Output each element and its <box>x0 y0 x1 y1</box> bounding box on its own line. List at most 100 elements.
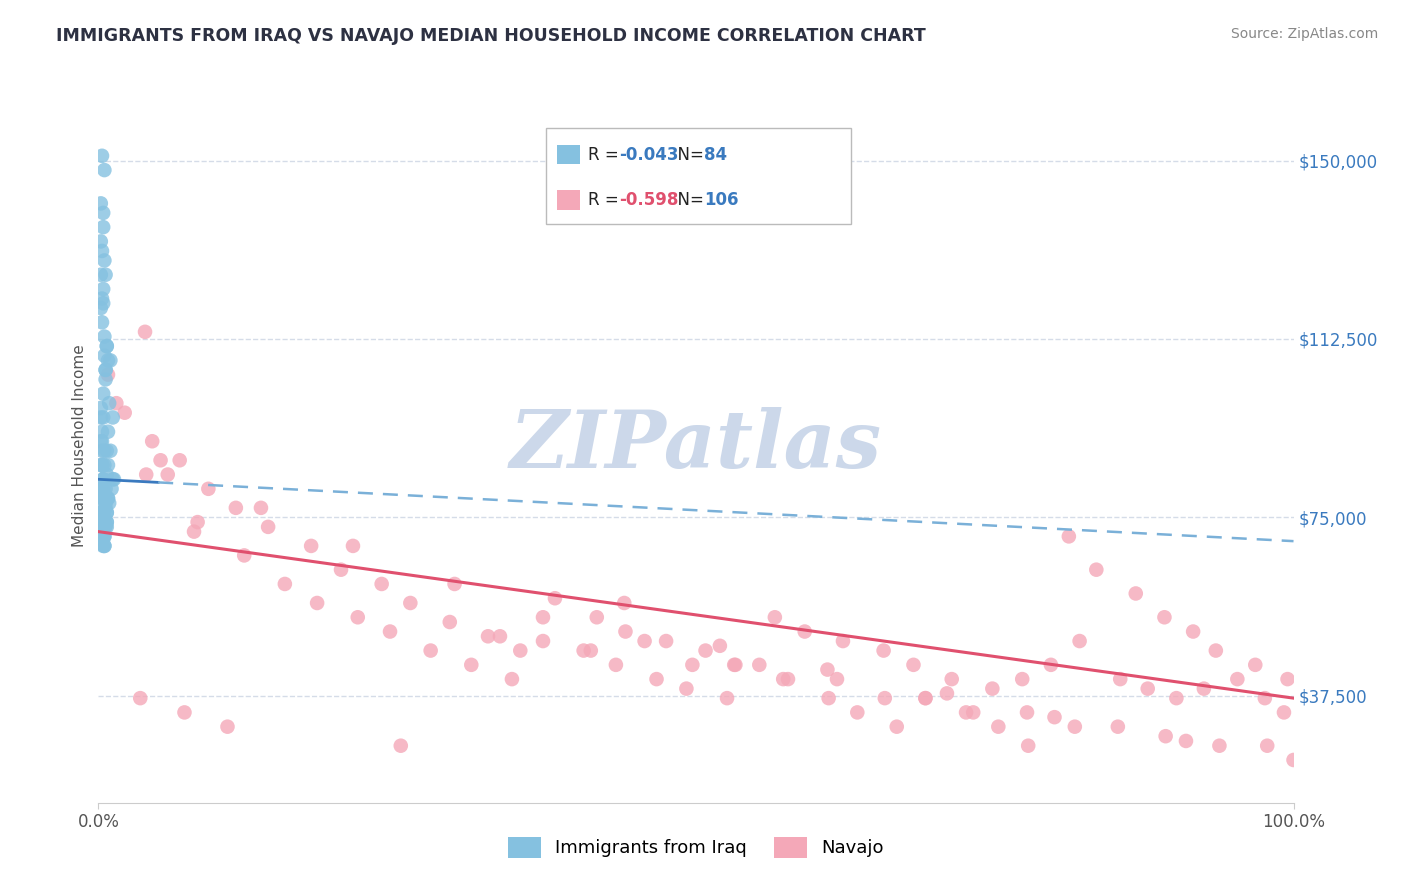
Point <box>509 643 531 657</box>
Point <box>1226 672 1249 686</box>
Point <box>96 506 118 520</box>
Point <box>419 643 441 657</box>
Point <box>187 515 209 529</box>
Point <box>91 292 114 306</box>
Point <box>1154 729 1177 743</box>
Point <box>91 482 114 496</box>
Point <box>90 196 112 211</box>
Point <box>91 386 114 401</box>
Point <box>342 539 364 553</box>
Point <box>1069 634 1091 648</box>
Point <box>93 515 115 529</box>
Point <box>91 220 114 235</box>
Point <box>97 353 120 368</box>
Point <box>233 549 256 563</box>
Point <box>1043 710 1066 724</box>
Point <box>633 634 655 648</box>
Point <box>134 325 156 339</box>
Point <box>91 520 114 534</box>
Point <box>94 520 117 534</box>
Point <box>91 206 114 220</box>
Point <box>96 443 118 458</box>
Point <box>330 563 353 577</box>
Point <box>93 443 115 458</box>
Point <box>1272 706 1295 720</box>
Point <box>94 500 117 515</box>
Point <box>681 657 703 672</box>
Point <box>96 520 118 534</box>
Point <box>716 691 738 706</box>
Point <box>90 410 112 425</box>
Point <box>96 515 118 529</box>
Text: -0.598: -0.598 <box>620 191 679 209</box>
Text: R =: R = <box>589 191 624 209</box>
Point <box>389 739 412 753</box>
Point <box>93 520 115 534</box>
Point <box>93 520 115 534</box>
Point <box>93 510 115 524</box>
Point <box>1039 657 1062 672</box>
Point <box>91 491 114 506</box>
Point <box>763 610 786 624</box>
Point <box>585 610 607 624</box>
Point <box>91 425 114 439</box>
Point <box>91 244 114 258</box>
Point <box>1208 739 1230 753</box>
Point <box>225 500 247 515</box>
Point <box>93 163 115 178</box>
Text: 84: 84 <box>704 145 727 163</box>
Point <box>1057 529 1080 543</box>
Point <box>91 149 114 163</box>
Point <box>91 410 114 425</box>
Point <box>1107 720 1129 734</box>
Point <box>91 296 114 310</box>
Point <box>93 529 115 543</box>
Point <box>98 353 122 368</box>
Point <box>91 443 114 458</box>
Point <box>135 467 157 482</box>
Point <box>873 691 896 706</box>
Point <box>90 434 112 449</box>
Point <box>531 610 554 624</box>
Point <box>675 681 697 696</box>
Point <box>94 268 117 282</box>
Point <box>817 691 839 706</box>
Point <box>832 634 855 648</box>
Point <box>96 339 118 353</box>
Point <box>91 529 114 543</box>
Point <box>645 672 668 686</box>
Point <box>579 643 602 657</box>
Point <box>149 453 172 467</box>
Point <box>903 657 925 672</box>
Point <box>98 496 121 510</box>
Point <box>987 720 1010 734</box>
Point <box>91 282 114 296</box>
Point <box>91 506 114 520</box>
Point <box>544 591 567 606</box>
Point <box>250 500 273 515</box>
Point <box>97 368 120 382</box>
Point <box>1166 691 1188 706</box>
Point <box>914 691 936 706</box>
Point <box>370 577 392 591</box>
Point <box>96 506 118 520</box>
Point <box>91 482 114 496</box>
Point <box>1136 681 1159 696</box>
Point <box>981 681 1004 696</box>
Point <box>100 482 122 496</box>
Point <box>695 643 717 657</box>
Point <box>94 496 117 510</box>
Text: -0.043: -0.043 <box>620 145 679 163</box>
Point <box>217 720 239 734</box>
Point <box>94 482 117 496</box>
Point <box>1244 657 1267 672</box>
Point <box>477 629 499 643</box>
Point <box>101 410 124 425</box>
Point <box>1205 643 1227 657</box>
Point <box>91 539 114 553</box>
Point <box>886 720 908 734</box>
Point <box>531 634 554 648</box>
Point <box>183 524 205 539</box>
Y-axis label: Median Household Income: Median Household Income <box>72 344 87 548</box>
Point <box>91 434 114 449</box>
